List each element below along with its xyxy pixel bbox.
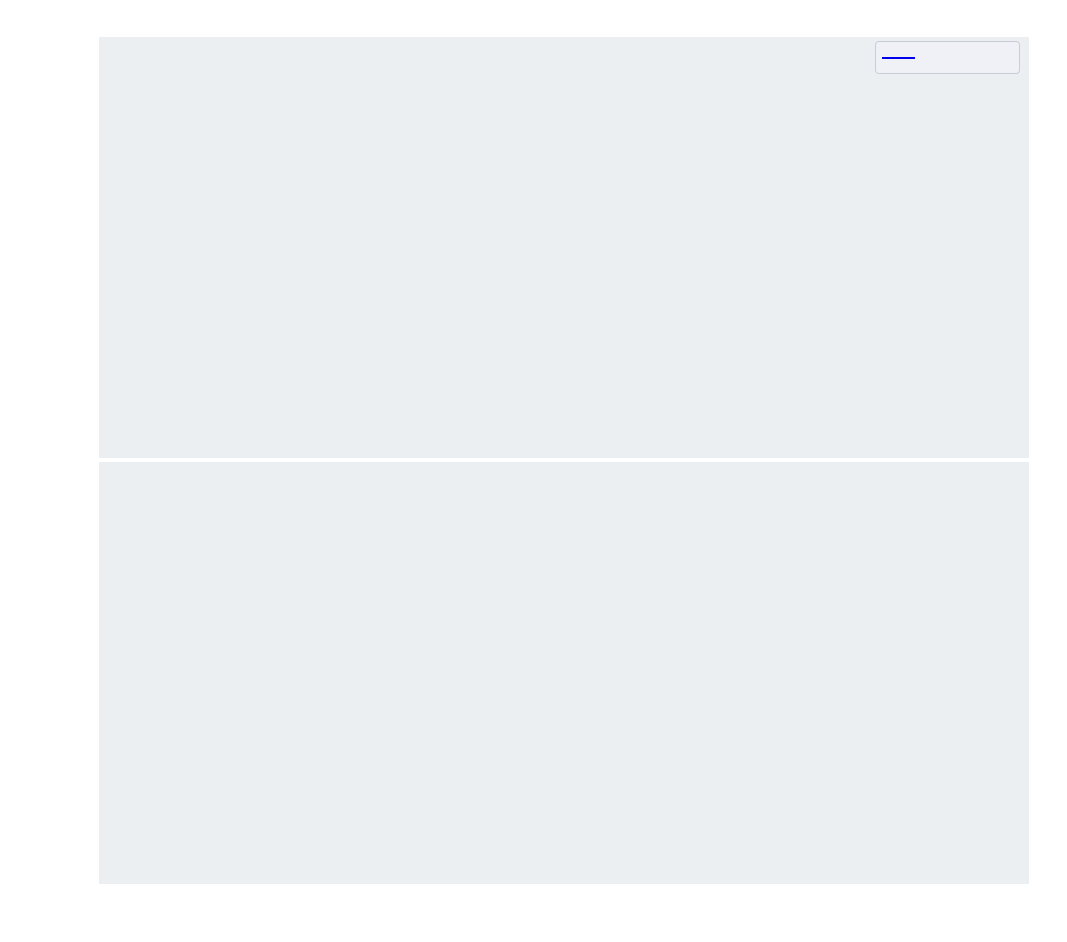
legend: [875, 41, 1020, 74]
top-plot-area: [99, 37, 1029, 458]
bottom-plot-area: [99, 462, 1029, 884]
legend-line-sample: [882, 56, 915, 59]
